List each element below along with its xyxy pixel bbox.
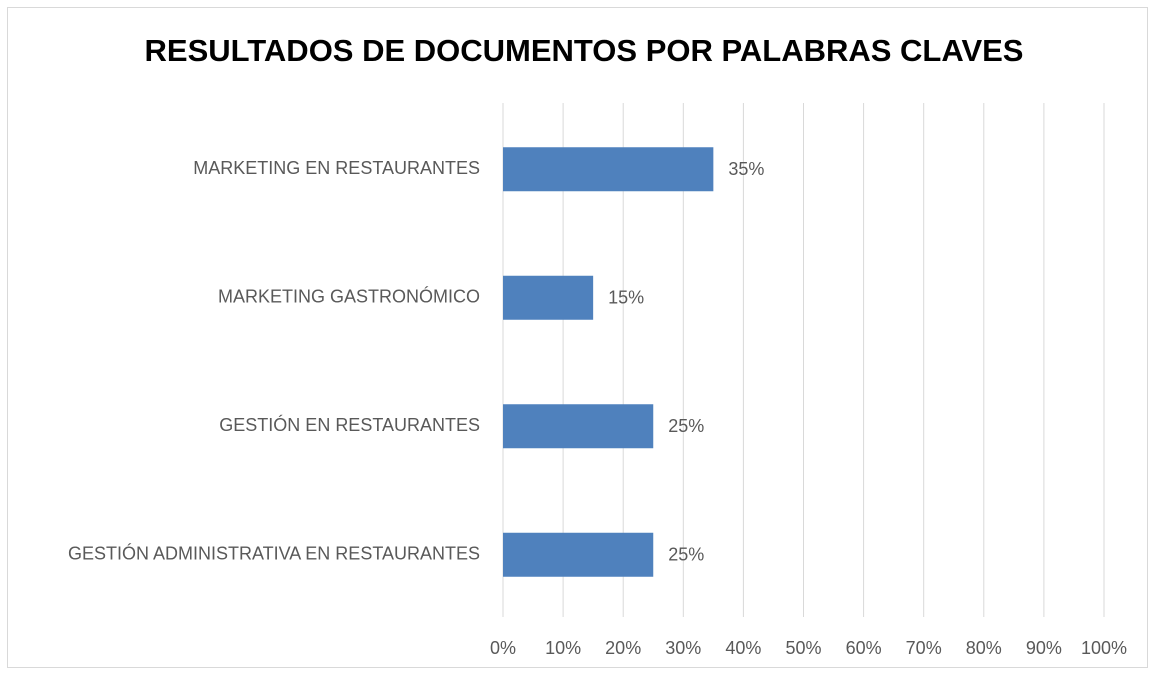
x-tick-label: 80% xyxy=(966,638,1002,658)
bar xyxy=(503,404,654,449)
y-tick-label: MARKETING EN RESTAURANTES xyxy=(193,158,480,178)
x-tick-label: 0% xyxy=(490,638,516,658)
y-tick-label: GESTIÓN EN RESTAURANTES xyxy=(219,414,480,435)
x-tick-label: 30% xyxy=(665,638,701,658)
x-tick-label: 90% xyxy=(1026,638,1062,658)
y-tick-label: MARKETING GASTRONÓMICO xyxy=(218,286,480,307)
x-tick-label: 70% xyxy=(906,638,942,658)
bar xyxy=(503,532,654,577)
x-tick-label: 50% xyxy=(785,638,821,658)
bar xyxy=(503,147,714,192)
x-tick-label: 100% xyxy=(1081,638,1127,658)
chart-title: RESULTADOS DE DOCUMENTOS POR PALABRAS CL… xyxy=(145,33,1024,68)
y-tick-label: GESTIÓN ADMINISTRATIVA EN RESTAURANTES xyxy=(68,543,480,564)
data-label: 15% xyxy=(608,288,644,308)
x-tick-label: 20% xyxy=(605,638,641,658)
x-tick-label: 60% xyxy=(846,638,882,658)
data-label: 25% xyxy=(668,545,704,565)
data-label: 25% xyxy=(668,416,704,436)
x-tick-label: 10% xyxy=(545,638,581,658)
x-tick-label: 40% xyxy=(725,638,761,658)
bar xyxy=(503,275,594,320)
data-label: 35% xyxy=(728,159,764,179)
